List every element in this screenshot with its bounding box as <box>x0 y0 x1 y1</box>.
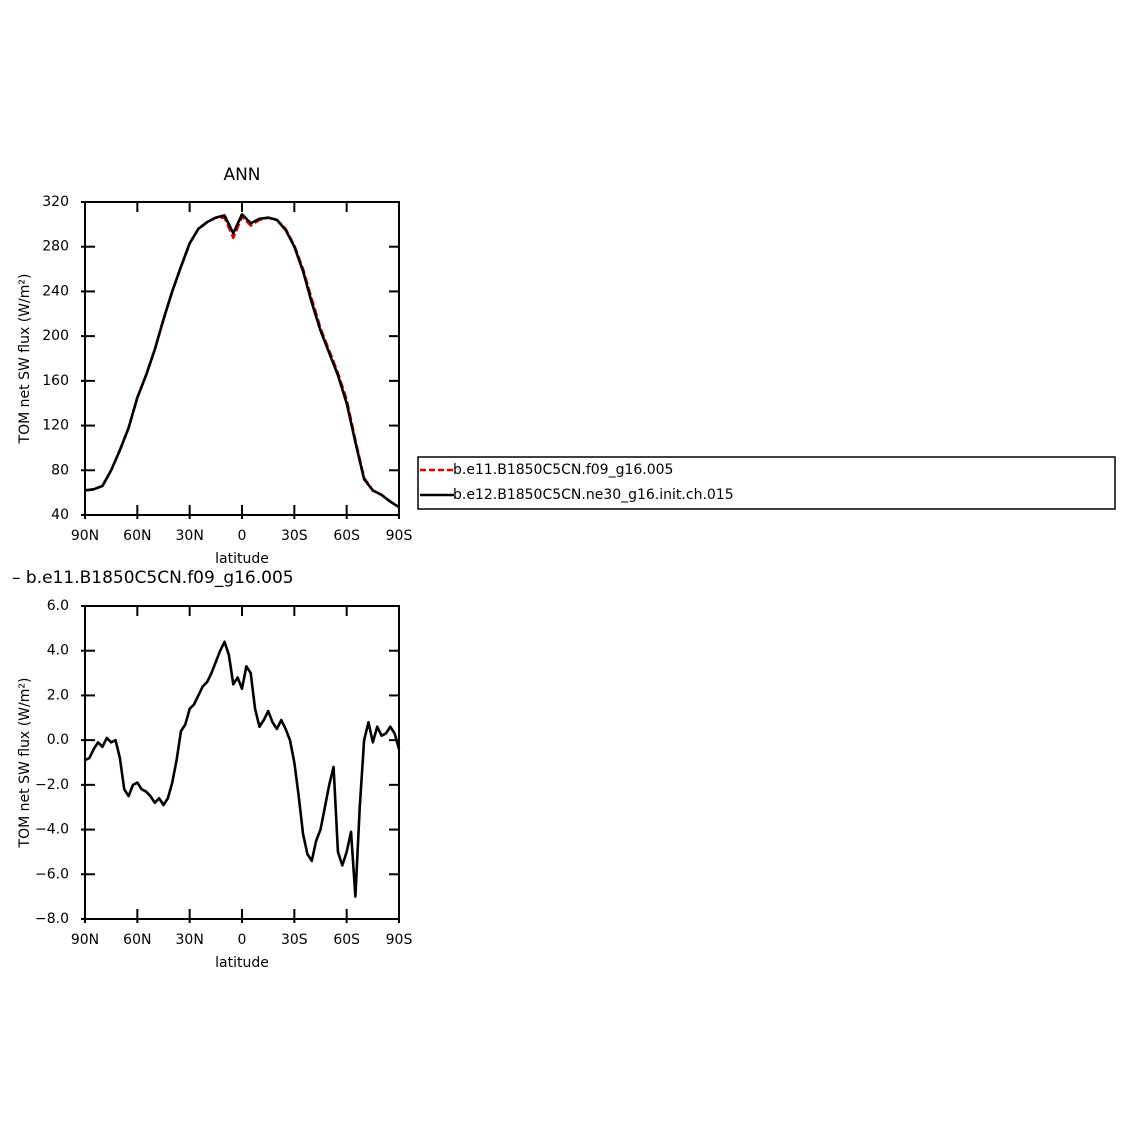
y-tick-label: 240 <box>42 283 69 299</box>
y-tick-label: 80 <box>51 462 69 478</box>
y-tick-label: −6.0 <box>35 866 69 882</box>
y-axis-label: TOM net SW flux (W/m²) <box>17 678 33 849</box>
x-tick-label: 90S <box>386 932 413 948</box>
x-tick-label: 30N <box>176 932 204 948</box>
y-tick-label: 6.0 <box>47 598 69 614</box>
x-tick-label: 0 <box>238 932 247 948</box>
y-tick-label: 120 <box>42 418 69 434</box>
x-tick-label: 60N <box>123 528 151 544</box>
y-tick-label: −8.0 <box>35 911 69 927</box>
x-tick-label: 0 <box>238 528 247 544</box>
x-tick-label: 60S <box>333 528 360 544</box>
plot-frame <box>84 605 400 920</box>
data-line <box>84 213 400 509</box>
y-tick-label: 320 <box>42 194 69 210</box>
legend-label: b.e12.B1850C5CN.ne30_g16.init.ch.015 <box>453 487 734 503</box>
y-tick-label: 2.0 <box>47 687 69 703</box>
legend-label: b.e11.B1850C5CN.f09_g16.005 <box>453 462 673 478</box>
legend-box <box>417 456 1116 510</box>
plot-frame <box>84 201 400 516</box>
y-tick-label: 200 <box>42 328 69 344</box>
data-line <box>84 215 400 509</box>
x-tick-label: 90N <box>71 932 99 948</box>
x-tick-label: 30S <box>281 932 308 948</box>
y-axis-label: TOM net SW flux (W/m²) <box>17 274 33 445</box>
y-tick-label: 0.0 <box>47 732 69 748</box>
data-line <box>84 640 401 898</box>
y-tick-label: 4.0 <box>47 643 69 659</box>
x-axis-label: latitude <box>215 955 269 971</box>
x-tick-label: 60N <box>123 932 151 948</box>
y-tick-label: 160 <box>42 373 69 389</box>
x-tick-label: 30N <box>176 528 204 544</box>
chart-title: – b.e11.B1850C5CN.f09_g16.005 <box>12 568 294 588</box>
x-tick-label: 60S <box>333 932 360 948</box>
x-axis-label: latitude <box>215 551 269 567</box>
x-tick-label: 90S <box>386 528 413 544</box>
y-tick-label: 280 <box>42 239 69 255</box>
y-tick-label: 40 <box>51 507 69 523</box>
x-tick-label: 30S <box>281 528 308 544</box>
y-tick-label: −4.0 <box>35 822 69 838</box>
y-tick-label: −2.0 <box>35 777 69 793</box>
chart-title: ANN <box>223 165 260 185</box>
x-tick-label: 90N <box>71 528 99 544</box>
